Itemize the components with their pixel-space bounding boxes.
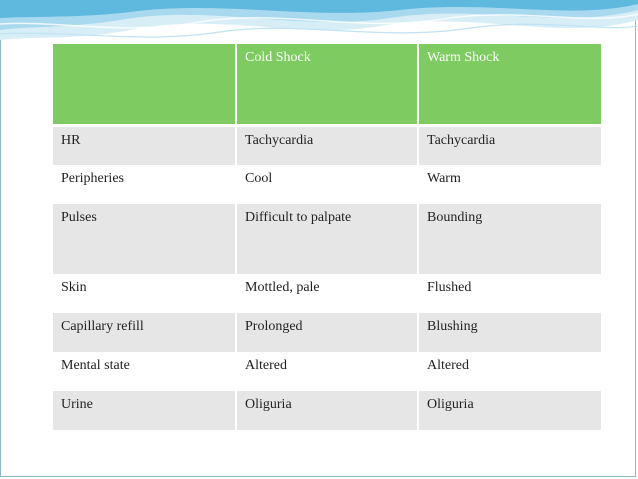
header-cell-cold-shock: Cold Shock [235,44,418,127]
warm-shock-cell: Oliguria [417,390,601,430]
cold-shock-cell: Oliguria [235,390,418,430]
warm-shock-cell: Blushing [417,312,601,352]
row-label: HR [53,125,236,165]
warm-shock-cell: Flushed [417,273,601,313]
row-label: Capillary refill [53,312,236,352]
cold-shock-cell: Prolonged [235,312,418,352]
header-row: Cold Shock Warm Shock [53,44,601,127]
row-label: Mental state [53,351,236,391]
wave-banner [0,0,638,40]
row-label: Pulses [53,203,236,274]
row-label: Skin [53,273,236,313]
shock-comparison-table: Cold Shock Warm Shock HR Tachycardia Tac… [53,44,601,430]
header-cell-empty [53,44,236,127]
row-label: Urine [53,390,236,430]
warm-shock-cell: Bounding [417,203,601,274]
warm-shock-cell: Warm [417,164,601,204]
header-cell-warm-shock: Warm Shock [417,44,601,127]
table-row: Capillary refill Prolonged Blushing [53,312,601,352]
cold-shock-cell: Difficult to palpate [235,203,418,274]
table-row: Mental state Altered Altered [53,351,601,391]
cold-shock-cell: Mottled, pale [235,273,418,313]
row-label: Peripheries [53,164,236,204]
cold-shock-cell: Tachycardia [235,125,418,165]
table-row: Peripheries Cool Warm [53,164,601,204]
cold-shock-cell: Altered [235,351,418,391]
warm-shock-cell: Altered [417,351,601,391]
cold-shock-cell: Cool [235,164,418,204]
table-row: Urine Oliguria Oliguria [53,390,601,430]
table-row: HR Tachycardia Tachycardia [53,125,601,165]
table-row: Skin Mottled, pale Flushed [53,273,601,313]
warm-shock-cell: Tachycardia [417,125,601,165]
table-row: Pulses Difficult to palpate Bounding [53,203,601,274]
